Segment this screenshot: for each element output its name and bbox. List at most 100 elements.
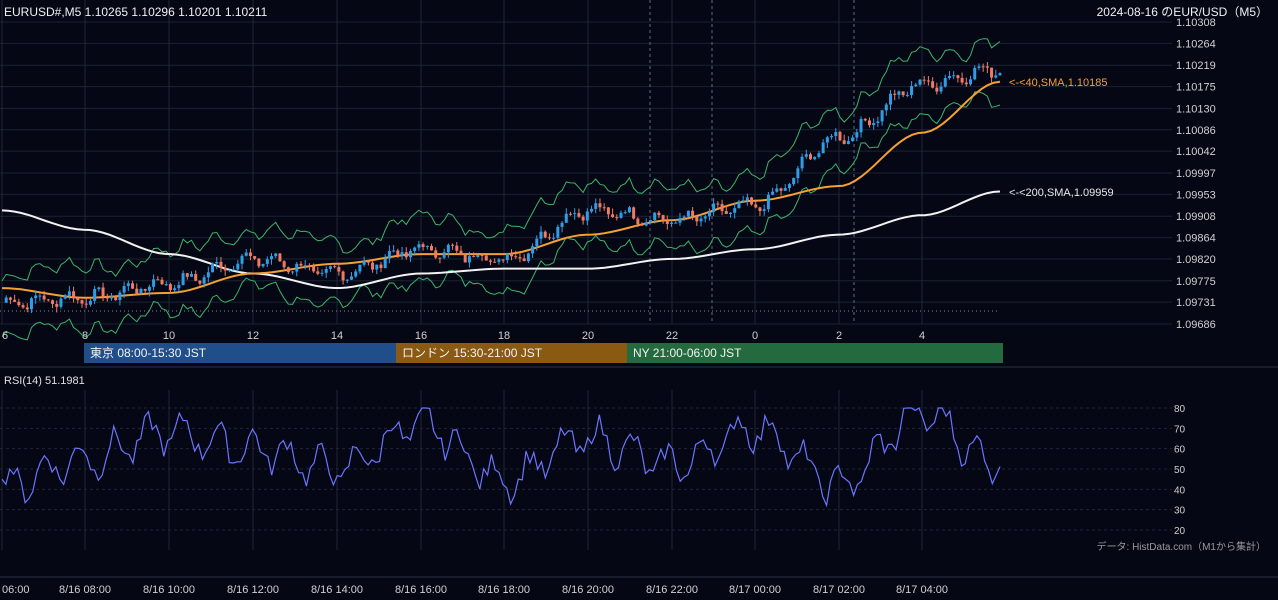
hour-tick-label: 0: [752, 330, 758, 342]
candle-body: [990, 67, 994, 78]
candle-body: [164, 284, 168, 286]
hour-tick-label: 16: [415, 330, 427, 342]
candle-body: [316, 271, 320, 274]
session-bar: [627, 343, 1003, 363]
candle-body: [733, 208, 737, 213]
candle-body: [619, 212, 623, 218]
candle-body: [750, 197, 754, 205]
candle-body: [8, 297, 12, 300]
price-tick-label: 1.09864: [1176, 233, 1216, 245]
candle-body: [889, 93, 893, 105]
candle-body: [215, 261, 219, 264]
symbol-ohlc: EURUSD#,M5 1.10265 1.10296 1.10201 1.102…: [4, 5, 268, 19]
candle-body: [59, 298, 63, 307]
candle-body: [358, 264, 362, 272]
candle-body: [219, 261, 223, 268]
candle-body: [257, 258, 261, 267]
candle-body: [792, 178, 796, 185]
candle-body: [564, 213, 568, 223]
candle-body: [88, 300, 92, 305]
candle-body: [611, 214, 615, 218]
candle-body: [623, 212, 627, 214]
time-tick-label: 06:00: [2, 584, 30, 596]
candle-body: [278, 253, 282, 262]
candle-body: [699, 218, 703, 222]
candle-body: [299, 263, 303, 266]
candle-body: [67, 291, 71, 296]
time-tick-label: 8/17 04:00: [896, 584, 948, 596]
candle-body: [931, 81, 935, 88]
candle-body: [17, 301, 21, 306]
candle-body: [531, 246, 535, 254]
candle-body: [38, 295, 42, 297]
time-tick-label: 8/16 18:00: [478, 584, 530, 596]
candle-body: [371, 262, 375, 270]
time-tick-label: 8/17 00:00: [729, 584, 781, 596]
candle-body: [640, 224, 644, 226]
candle-body: [387, 251, 391, 259]
candle-body: [872, 122, 876, 126]
candle-body: [211, 263, 215, 273]
candle-body: [804, 154, 808, 157]
candle-body: [964, 82, 968, 85]
price-tick-label: 1.10264: [1176, 38, 1216, 50]
bollinger-upper-line: [1, 38, 1001, 282]
candle-body: [324, 268, 328, 273]
hour-tick-label: 14: [331, 330, 343, 342]
time-tick-label: 8/16 16:00: [395, 584, 447, 596]
candle-body: [505, 253, 509, 261]
candle-body: [126, 283, 130, 287]
price-tick-label: 1.09908: [1176, 211, 1216, 223]
candle-body: [577, 213, 581, 217]
candle-body: [463, 254, 467, 263]
candle-body: [644, 222, 648, 226]
candle-body: [430, 245, 434, 251]
candle-body: [189, 273, 193, 277]
candle-body: [952, 75, 956, 77]
candle-body: [4, 297, 8, 303]
candle-body: [703, 216, 707, 219]
hour-tick-label: 22: [666, 330, 678, 342]
candle-body: [695, 216, 699, 222]
candle-body: [185, 273, 189, 277]
candle-body: [261, 263, 265, 267]
candle-body: [981, 66, 985, 68]
candle-body: [846, 141, 850, 144]
candle-body: [842, 140, 846, 144]
hour-tick-label: 8: [82, 330, 88, 342]
rsi-line: [1, 407, 1001, 508]
candle-body: [568, 213, 572, 215]
candle-body: [943, 78, 947, 87]
candle-body: [442, 252, 446, 258]
candle-body: [51, 300, 55, 304]
candle-body: [168, 284, 172, 291]
candle-body: [194, 273, 198, 281]
sma40-line: [1, 80, 1001, 299]
candle-body: [25, 307, 29, 310]
candle-body: [307, 265, 311, 267]
bollinger-lower-line: [1, 91, 1001, 341]
candle-body: [867, 120, 871, 126]
candle-body: [160, 279, 164, 285]
candle-body: [472, 256, 476, 258]
candle-body: [101, 287, 105, 297]
rsi-tick-label: 20: [1174, 526, 1186, 537]
candle-body: [421, 244, 425, 247]
rsi-tick-label: 40: [1174, 485, 1186, 496]
chart-title: 2024-08-16 のEUR/USD（M5）: [1097, 5, 1268, 19]
candle-body: [510, 253, 514, 257]
candle-body: [131, 283, 135, 289]
candle-body: [581, 216, 585, 221]
rsi-tick-label: 30: [1174, 506, 1186, 517]
candle-body: [341, 271, 345, 281]
price-tick-label: 1.09820: [1176, 254, 1216, 266]
candle-body: [417, 244, 421, 248]
price-tick-label: 1.09775: [1176, 276, 1216, 288]
candle-body: [248, 252, 252, 257]
candle-body: [400, 252, 404, 256]
candle-body: [396, 250, 400, 256]
candle-body: [232, 269, 236, 271]
candle-body: [678, 218, 682, 223]
candle-body: [901, 91, 905, 96]
